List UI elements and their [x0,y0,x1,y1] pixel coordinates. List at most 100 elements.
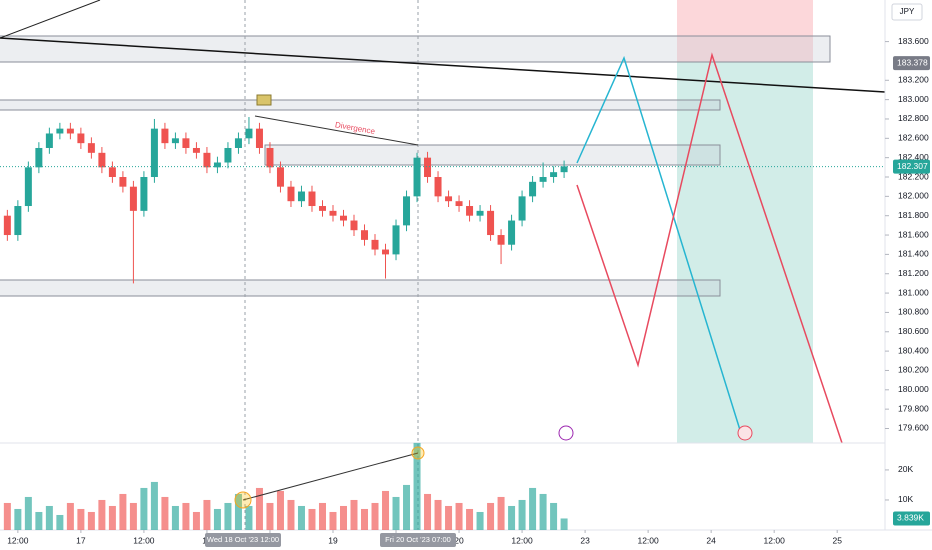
candle-body [108,167,116,178]
volume-bar [403,484,411,530]
candle-body [3,215,11,236]
volume-bar [161,496,169,530]
price-badge [893,56,930,71]
projection-down [576,52,843,444]
y-tick-label: 181.600 [898,229,929,239]
candle-body [234,138,242,148]
candle-body [497,235,505,245]
volume-bar [297,505,305,530]
candle-body [87,143,95,153]
volume-bar [339,505,347,530]
x-tick-label: 17 [76,535,86,545]
y-tick-label: 181.200 [898,268,929,278]
y-tick-label: 182.800 [898,113,929,123]
volume-bar [445,505,453,530]
volume-marker [411,446,425,460]
volume-bar [318,502,326,530]
candle-body [508,220,516,245]
volume-bar [45,505,53,530]
volume-bar [539,493,547,530]
crosshair-box [380,533,456,547]
volume-bar [508,505,516,530]
candle-body [14,206,22,236]
candle-body [77,133,85,144]
volume-bar [413,442,421,530]
volume-bar [140,487,148,530]
x-tick-label: 12:00 [7,535,29,545]
y-tick-label: 180.400 [898,345,929,355]
y-tick-label: 180.800 [898,307,929,317]
stop-zone [677,0,813,62]
y-tick-label: 183.200 [898,75,929,85]
candle-body [66,128,74,134]
candle-body [329,210,337,216]
candle-body [98,152,106,168]
crosshair-label: Wed 18 Oct '23 12:00 [207,535,279,544]
candle-body [539,177,547,182]
y-tick-label: 180.200 [898,365,929,375]
candle-body [550,172,558,178]
currency: JPY [900,7,915,16]
volume-bar [497,496,505,530]
candle-body [129,186,137,211]
y-tick-label: 183.000 [898,94,929,104]
crosshair-label: Fri 20 Oct '23 07:00 [385,535,451,544]
resistance-zone [0,99,721,111]
drawings [0,0,932,531]
candle-body [224,147,232,163]
marker-icon [256,94,272,106]
y-tick-label: 181.400 [898,249,929,259]
crosshair-box [205,533,281,547]
volume-bar [171,505,179,530]
candle-body [382,249,390,255]
volume-bar [150,481,158,530]
volume-bar [24,496,32,530]
volume-bar [245,505,253,530]
volume-bar [192,511,200,530]
volume-bar [371,502,379,530]
volume-bar [361,508,369,530]
volume-marker [234,491,252,509]
volume-bar [108,505,116,530]
candle-body [45,133,53,148]
volume-bar [466,508,474,530]
volume-bar [560,518,568,530]
price-badge-label: 183.378 [897,57,928,67]
y-tick-label: 181.000 [898,287,929,297]
volume-bar [350,499,358,530]
volume-bar [56,514,64,530]
candle-body [35,147,43,168]
volume-bar [476,511,484,530]
volume-bar [266,502,274,530]
candle-body [476,210,484,216]
candle-body [487,210,495,236]
price-badge-label: 182.307 [897,161,928,171]
volume-bar [276,490,284,530]
x-tick-label: 23 [580,535,590,545]
volume-badge-label: 3.839K [897,513,924,523]
mid-zone [264,144,721,166]
volume-bar [382,490,390,530]
candle-body [213,162,221,168]
candle-body [140,177,148,211]
currency-box [891,3,923,21]
candle-body [245,128,253,139]
candle-body [182,138,190,148]
volume-bar [98,499,106,530]
y-tick-label: 179.800 [898,403,929,413]
candle-body [424,157,432,178]
candle-body [466,206,474,216]
trend-line [0,0,101,39]
volume-bar [3,502,11,530]
candle-body [287,186,295,202]
volume-bar [224,502,232,530]
x-tick-label: 12:00 [637,535,659,545]
candle-body [339,215,347,221]
y-tick-label: 10K [898,494,913,504]
candle-body [119,177,127,187]
volume-badge [893,511,930,526]
price-badge [893,159,930,174]
candle-body [445,196,453,202]
volume-bar [203,499,211,530]
volume-bar [434,499,442,530]
